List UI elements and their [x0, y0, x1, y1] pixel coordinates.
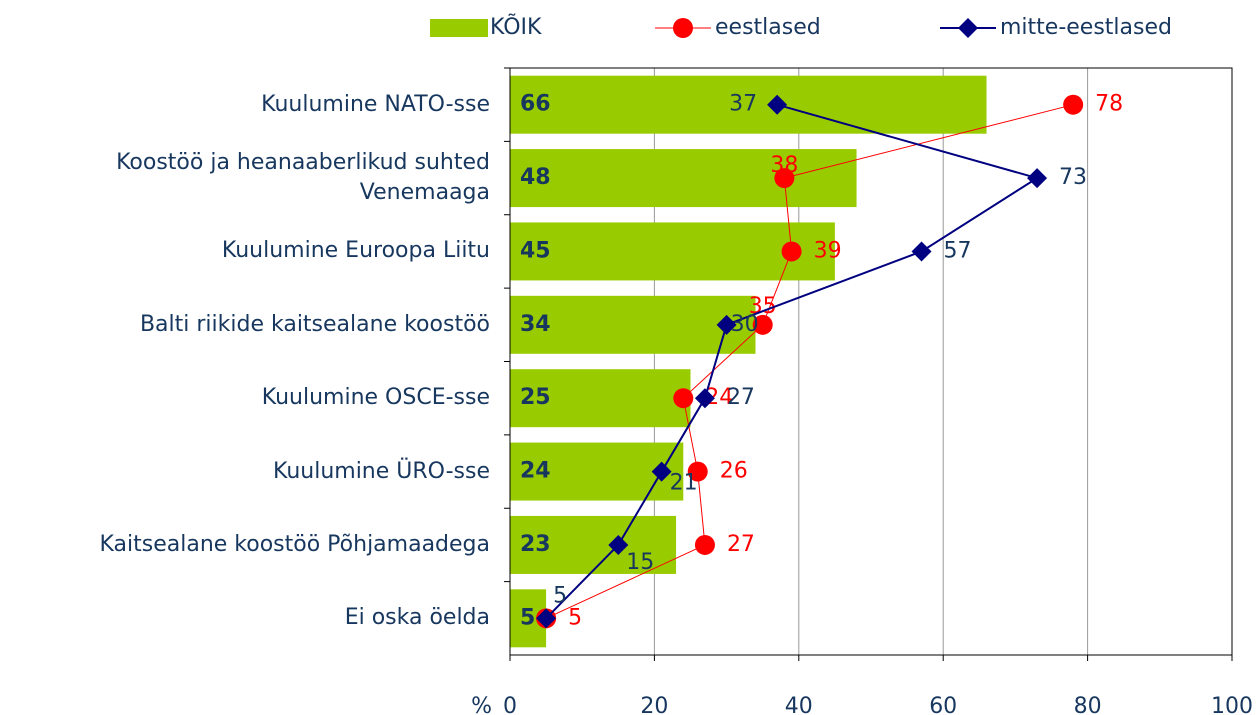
bar	[510, 75, 987, 134]
bar-value-label: 25	[520, 385, 551, 410]
marker	[1063, 94, 1084, 115]
category-label: Kuulumine OSCE-sse	[261, 385, 490, 411]
data-label: 26	[720, 459, 748, 484]
x-tick-label: 20	[640, 694, 668, 715]
bar	[510, 369, 691, 428]
bar	[510, 222, 835, 281]
marker	[911, 241, 932, 262]
plot-border	[509, 67, 1233, 656]
data-label: 57	[944, 238, 972, 263]
bar	[510, 515, 677, 574]
category-label: Ei oska öelda	[344, 605, 490, 631]
marker	[1027, 168, 1048, 189]
category-label: Kuulumine Euroopa Liitu	[221, 238, 490, 264]
data-label: 27	[727, 532, 755, 557]
data-label: 5	[553, 583, 567, 608]
marker	[767, 94, 788, 115]
series-line	[545, 103, 1040, 620]
bar-value-label: 48	[520, 165, 551, 190]
marker	[651, 461, 672, 482]
bar	[510, 149, 857, 208]
category-label: Kaitsealane koostöö Põhjamaadega	[99, 531, 491, 557]
x-tick-label: 80	[1074, 694, 1102, 715]
bar-value-label: 24	[520, 459, 551, 484]
data-label: 15	[626, 550, 654, 575]
data-label: 38	[770, 153, 798, 178]
legend-swatch	[430, 19, 488, 37]
data-label: 30	[731, 312, 759, 337]
series-line	[545, 104, 1074, 619]
data-label: 21	[670, 471, 698, 496]
legend-label: eestlased	[715, 15, 821, 40]
category-label: Koostöö ja heanaaberlikud suhted Venemaa…	[116, 150, 490, 206]
data-label: 5	[568, 605, 582, 630]
marker	[673, 388, 694, 409]
bar-value-label: 45	[520, 238, 551, 263]
marker	[774, 168, 795, 189]
x-tick-label: 0	[503, 694, 517, 715]
bar-value-label: 5	[520, 605, 535, 630]
category-label: Balti riikide kaitsealane koostöö	[139, 311, 490, 337]
x-axis-label: %	[471, 694, 492, 715]
marker	[694, 534, 715, 555]
category-label: Kuulumine ÜRO-sse	[272, 458, 490, 484]
data-label: 39	[814, 238, 842, 263]
x-tick-label: 100	[1211, 694, 1253, 715]
x-tick-label: 60	[929, 694, 957, 715]
data-label: 37	[729, 92, 757, 117]
marker	[716, 314, 737, 335]
marker	[536, 608, 557, 629]
marker	[608, 534, 629, 555]
category-label: Kuulumine NATO-sse	[261, 91, 490, 117]
data-label: 73	[1059, 165, 1087, 190]
data-label: 27	[727, 385, 755, 410]
x-tick-label: 40	[785, 694, 813, 715]
bar-value-label: 66	[520, 92, 551, 117]
data-label: 78	[1095, 92, 1123, 117]
marker	[694, 388, 715, 409]
bar-value-label: 34	[520, 312, 551, 337]
marker	[781, 241, 802, 262]
legend-label: KÕIK	[490, 13, 542, 40]
marker	[687, 461, 708, 482]
legend-label: mitte-eestlased	[1000, 15, 1172, 40]
legend-marker	[673, 18, 693, 38]
bar-value-label: 23	[520, 532, 551, 557]
legend-marker	[958, 18, 978, 38]
marker	[752, 314, 773, 335]
bar	[510, 295, 756, 354]
